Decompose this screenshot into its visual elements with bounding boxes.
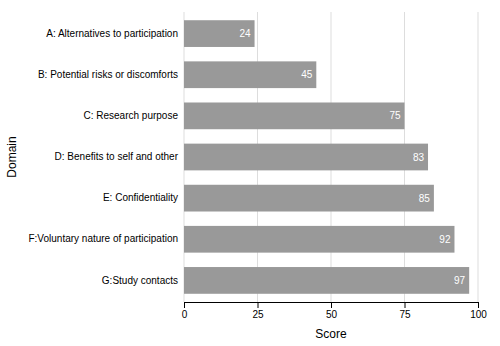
x-tick-mark — [478, 302, 479, 308]
x-tick: 50 — [326, 302, 338, 320]
x-axis: 0 25 50 75 100 — [182, 302, 488, 320]
grid — [184, 12, 478, 302]
bar — [184, 226, 454, 253]
y-tick: C: Research purpose — [84, 110, 179, 121]
x-tick-label: 100 — [470, 309, 487, 320]
x-tick: 0 — [182, 302, 188, 320]
data-label: 24 — [239, 28, 251, 39]
y-tick-label: E: Confidentiality — [103, 192, 178, 203]
y-tick-label: D: Benefits to self and other — [55, 151, 179, 162]
x-tick: 25 — [252, 302, 264, 320]
data-label: 85 — [419, 193, 431, 204]
bar — [184, 267, 469, 294]
x-tick-mark — [184, 302, 185, 308]
x-axis-title: Score — [315, 327, 347, 341]
y-tick: A: Alternatives to participation — [46, 28, 178, 39]
bar — [184, 20, 255, 47]
bar — [184, 102, 405, 129]
bar — [184, 61, 316, 88]
data-label: 45 — [301, 69, 313, 80]
x-tick-mark — [331, 302, 332, 308]
x-tick-label: 0 — [182, 309, 188, 320]
data-labels: 24 45 75 83 85 92 97 — [239, 28, 465, 286]
x-tick-label: 75 — [399, 309, 411, 320]
y-axis-title: Domain — [5, 136, 19, 177]
x-tick-mark — [258, 302, 259, 308]
y-tick-label: G:Study contacts — [102, 275, 178, 286]
x-axis-line — [185, 303, 479, 309]
y-tick: E: Confidentiality — [103, 192, 178, 203]
x-tick-label: 25 — [252, 309, 264, 320]
grid-line — [478, 12, 479, 302]
x-tick-mark — [405, 302, 406, 308]
y-tick: F:Voluntary nature of participation — [28, 233, 178, 244]
data-label: 75 — [389, 110, 401, 121]
y-tick-label: B: Potential risks or discomforts — [38, 69, 178, 80]
y-tick-label: A: Alternatives to participation — [46, 28, 178, 39]
y-tick-label: C: Research purpose — [84, 110, 179, 121]
y-tick: G:Study contacts — [102, 275, 178, 286]
data-label: 92 — [439, 234, 451, 245]
bar — [184, 144, 428, 171]
bars — [184, 20, 469, 294]
chart: 0 25 50 75 100 A: Alternatives to participati… — [0, 0, 500, 346]
chart-container: 0 25 50 75 100 A: Alternatives to participati… — [0, 0, 500, 346]
x-tick: 100 — [470, 302, 487, 320]
bar — [184, 185, 434, 212]
y-axis: A: Alternatives to participation B: Poten… — [28, 28, 178, 286]
x-tick-label: 50 — [326, 309, 338, 320]
x-tick: 75 — [399, 302, 411, 320]
y-tick: B: Potential risks or discomforts — [38, 69, 178, 80]
y-tick: D: Benefits to self and other — [55, 151, 179, 162]
data-label: 97 — [454, 275, 466, 286]
data-label: 83 — [413, 152, 425, 163]
y-tick-label: F:Voluntary nature of participation — [28, 233, 178, 244]
